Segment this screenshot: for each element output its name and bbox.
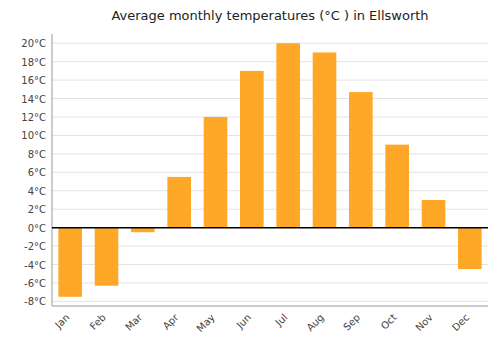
y-tick-label: 8°C [28,149,46,160]
bar [95,228,119,286]
bars [58,43,481,297]
grid-line [52,135,488,136]
chart-container: Average monthly temperatures (°C ) in El… [0,0,500,350]
y-tick-label: 0°C [28,223,46,234]
x-tick-label: Mar [123,311,145,333]
title: Average monthly temperatures (°C ) in El… [111,8,428,23]
y-tick-label: -6°C [24,278,46,289]
grid-line [52,190,488,191]
x-tick-label: Aug [304,312,326,334]
x-tick-label: Jan [52,312,71,331]
x-tick-label: Jun [234,312,254,332]
zero-line [52,227,488,229]
bar [349,92,373,228]
y-tick-label: -2°C [24,241,46,252]
y-axis-line [52,34,53,306]
grid-line [52,80,488,81]
y-tick-label: 4°C [28,186,46,197]
y-tick-label: 16°C [21,75,46,86]
grid-line [52,153,488,154]
grid-line [52,301,488,302]
grid-line [52,43,488,44]
y-tick-label: 2°C [28,204,46,215]
y-tick-label: 14°C [21,94,46,105]
x-tick-label: Sep [341,312,362,333]
grid-line [52,116,488,117]
x-tick-label: Apr [161,311,182,332]
bar [167,177,191,228]
bar [240,71,264,228]
x-tick-label: Dec [450,312,471,333]
bar [204,117,228,228]
grid-line [52,61,488,62]
y-tick-label: 12°C [21,112,46,123]
bar [385,145,409,228]
x-tick-label: May [195,312,217,334]
bar [313,52,337,227]
y-tick-label: 6°C [28,167,46,178]
y-tick-label: 10°C [21,130,46,141]
bar [58,228,82,297]
x-tick-label: Jul [273,312,290,329]
y-tick-label: 20°C [21,38,46,49]
chart-svg: Average monthly temperatures (°C ) in El… [0,0,500,350]
x-tick-label: Nov [413,312,435,334]
grid-line [52,98,488,99]
bar [276,43,300,227]
bar [458,228,482,269]
grid-line [52,227,488,228]
y-tick-label: -8°C [24,296,46,307]
y-tick-label: -4°C [24,260,46,271]
grid [52,43,488,301]
grid-line [52,172,488,173]
x-tick-label: Feb [88,312,108,332]
x-axis-line [52,306,488,307]
x-tick-label: Oct [379,312,399,332]
y-tick-label: 18°C [21,57,46,68]
bar [422,200,446,228]
